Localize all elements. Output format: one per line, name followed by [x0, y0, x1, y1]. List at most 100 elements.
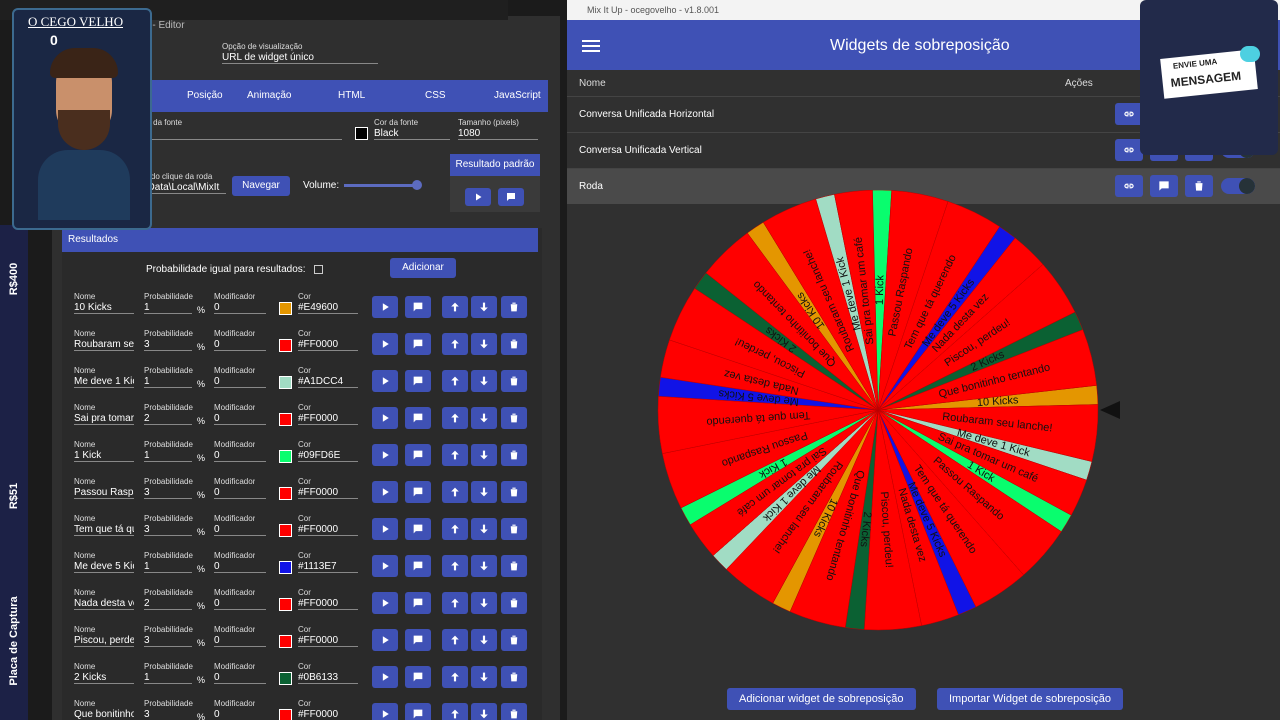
edit-button[interactable]: [405, 481, 431, 503]
edit-button[interactable]: [405, 370, 431, 392]
name-input[interactable]: Passou Raspando: [74, 487, 134, 499]
modifier-input[interactable]: 0: [214, 302, 266, 314]
edit-button[interactable]: [405, 703, 431, 720]
up-button[interactable]: [442, 370, 468, 392]
probability-input[interactable]: 1: [144, 302, 192, 314]
up-button[interactable]: [442, 592, 468, 614]
modifier-input[interactable]: 0: [214, 635, 266, 647]
color-input[interactable]: #FF0000: [298, 339, 358, 351]
color-input[interactable]: #E49600: [298, 302, 358, 314]
up-button[interactable]: [442, 703, 468, 720]
play-button[interactable]: [372, 296, 398, 318]
edit-button[interactable]: [405, 518, 431, 540]
modifier-input[interactable]: 0: [214, 524, 266, 536]
play-button[interactable]: [372, 370, 398, 392]
probability-input[interactable]: 3: [144, 709, 192, 720]
name-input[interactable]: Roubaram seu lanche!: [74, 339, 134, 351]
play-button[interactable]: [372, 333, 398, 355]
play-button[interactable]: [372, 703, 398, 720]
color-input[interactable]: #FF0000: [298, 524, 358, 536]
color-input[interactable]: #0B6133: [298, 672, 358, 684]
add-button[interactable]: Adicionar: [390, 258, 456, 278]
play-button[interactable]: [372, 518, 398, 540]
play-button[interactable]: [465, 188, 491, 206]
color-input[interactable]: #FF0000: [298, 635, 358, 647]
down-button[interactable]: [471, 703, 497, 720]
play-button[interactable]: [372, 444, 398, 466]
up-button[interactable]: [442, 296, 468, 318]
name-input[interactable]: 1 Kick: [74, 450, 134, 462]
color-input[interactable]: #1113E7: [298, 561, 358, 573]
down-button[interactable]: [471, 592, 497, 614]
name-input[interactable]: 2 Kicks: [74, 672, 134, 684]
del-button[interactable]: [501, 444, 527, 466]
color-input[interactable]: #A1DCC4: [298, 376, 358, 388]
down-button[interactable]: [471, 444, 497, 466]
edit-button[interactable]: [1150, 175, 1178, 197]
view-option[interactable]: URL de widget único: [222, 52, 378, 64]
down-button[interactable]: [471, 518, 497, 540]
link-button[interactable]: [1115, 103, 1143, 125]
probability-input[interactable]: 2: [144, 413, 192, 425]
name-input[interactable]: Tem que tá querendo: [74, 524, 134, 536]
edit-button[interactable]: [405, 407, 431, 429]
name-input[interactable]: Piscou, perdeu!: [74, 635, 134, 647]
modifier-input[interactable]: 0: [214, 376, 266, 388]
widget-row[interactable]: Roda: [567, 168, 1280, 204]
modifier-input[interactable]: 0: [214, 598, 266, 610]
up-button[interactable]: [442, 666, 468, 688]
up-button[interactable]: [442, 555, 468, 577]
modifier-input[interactable]: 0: [214, 413, 266, 425]
down-button[interactable]: [471, 481, 497, 503]
edit-button[interactable]: [498, 188, 524, 206]
del-button[interactable]: [501, 370, 527, 392]
modifier-input[interactable]: 0: [214, 672, 266, 684]
tab[interactable]: CSS: [425, 90, 446, 101]
up-button[interactable]: [442, 629, 468, 651]
modifier-input[interactable]: 0: [214, 487, 266, 499]
tab[interactable]: Posição: [187, 90, 223, 101]
link-button[interactable]: [1115, 139, 1143, 161]
down-button[interactable]: [471, 333, 497, 355]
down-button[interactable]: [471, 407, 497, 429]
tab[interactable]: JavaScript: [494, 90, 541, 101]
volume-thumb[interactable]: [412, 180, 422, 190]
menu-button[interactable]: [579, 34, 603, 58]
del-button[interactable]: [501, 555, 527, 577]
edit-button[interactable]: [405, 592, 431, 614]
name-input[interactable]: Me deve 1 Kick: [74, 376, 134, 388]
name-input[interactable]: 10 Kicks: [74, 302, 134, 314]
probability-input[interactable]: 3: [144, 487, 192, 499]
edit-button[interactable]: [405, 296, 431, 318]
name-input[interactable]: Sai pra tomar um café: [74, 413, 134, 425]
color-input[interactable]: #FF0000: [298, 709, 358, 720]
down-button[interactable]: [471, 370, 497, 392]
probability-input[interactable]: 1: [144, 672, 192, 684]
color-input[interactable]: #FF0000: [298, 413, 358, 425]
tab[interactable]: HTML: [338, 90, 366, 101]
del-button[interactable]: [501, 518, 527, 540]
up-button[interactable]: [442, 518, 468, 540]
del-button[interactable]: [501, 296, 527, 318]
link-button[interactable]: [1115, 175, 1143, 197]
edit-button[interactable]: [405, 666, 431, 688]
del-button[interactable]: [1185, 175, 1213, 197]
del-button[interactable]: [501, 407, 527, 429]
probability-input[interactable]: 1: [144, 376, 192, 388]
enable-toggle[interactable]: [1221, 178, 1255, 194]
edit-button[interactable]: [405, 333, 431, 355]
edit-button[interactable]: [405, 555, 431, 577]
name-input[interactable]: Que bonitinho tentando: [74, 709, 134, 720]
modifier-input[interactable]: 0: [214, 561, 266, 573]
color-input[interactable]: #FF0000: [298, 598, 358, 610]
name-input[interactable]: Nada desta vez: [74, 598, 134, 610]
modifier-input[interactable]: 0: [214, 450, 266, 462]
equal-probability-checkbox[interactable]: [314, 265, 323, 274]
del-button[interactable]: [501, 629, 527, 651]
play-button[interactable]: [372, 481, 398, 503]
probability-input[interactable]: 3: [144, 339, 192, 351]
up-button[interactable]: [442, 481, 468, 503]
modifier-input[interactable]: 0: [214, 709, 266, 720]
up-button[interactable]: [442, 333, 468, 355]
color-input[interactable]: #09FD6E: [298, 450, 358, 462]
